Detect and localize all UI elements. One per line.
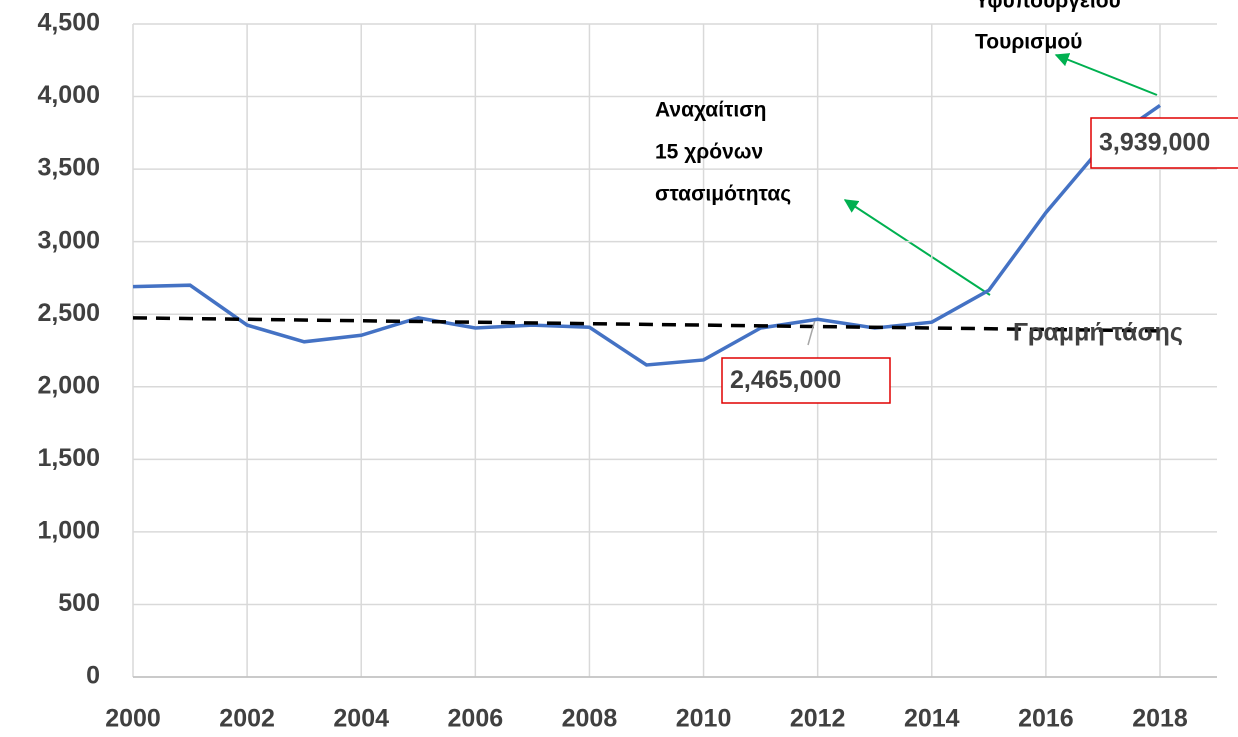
y-tick-label: 3,500 — [37, 154, 100, 182]
annotation: 15 χρόνων — [655, 141, 763, 164]
y-tick-label: 0 — [86, 662, 100, 690]
trend-line — [132, 316, 1161, 333]
y-tick-label: 4,500 — [37, 9, 100, 37]
x-tick-label: 2008 — [562, 705, 618, 733]
x-tick-label: 2000 — [105, 705, 161, 733]
annotation: Αναχαίτιση — [655, 99, 766, 122]
x-tick-label: 2018 — [1132, 705, 1188, 733]
arrow — [843, 199, 991, 296]
data-label: 3,939,000 — [1099, 129, 1210, 157]
x-tick-label: 2004 — [333, 705, 389, 733]
annotation: στασιμότητας — [655, 183, 791, 206]
annotation: Τουρισμού — [975, 31, 1082, 54]
y-tick-label: 1,000 — [37, 516, 100, 544]
y-tick-label: 4,000 — [37, 81, 100, 109]
y-tick-label: 500 — [58, 589, 100, 617]
label-box — [1090, 117, 1238, 169]
y-tick-label: 1,500 — [37, 444, 100, 472]
data-label: 2,465,000 — [730, 366, 841, 394]
label-box — [721, 357, 891, 404]
y-tick-label: 2,500 — [37, 299, 100, 327]
arrow — [1054, 53, 1158, 96]
x-tick-label: 2010 — [676, 705, 732, 733]
annotation: Υφυπουργείου — [975, 0, 1121, 13]
leader-line — [807, 321, 816, 346]
x-tick-label: 2002 — [219, 705, 275, 733]
y-tick-label: 2,000 — [37, 371, 100, 399]
legend-label: Γραμμή τάσης — [1013, 319, 1183, 347]
data-line — [132, 103, 1162, 367]
x-tick-label: 2014 — [904, 705, 960, 733]
x-tick-label: 2012 — [790, 705, 846, 733]
x-tick-label: 2006 — [448, 705, 504, 733]
y-tick-label: 3,000 — [37, 226, 100, 254]
x-tick-label: 2016 — [1018, 705, 1074, 733]
